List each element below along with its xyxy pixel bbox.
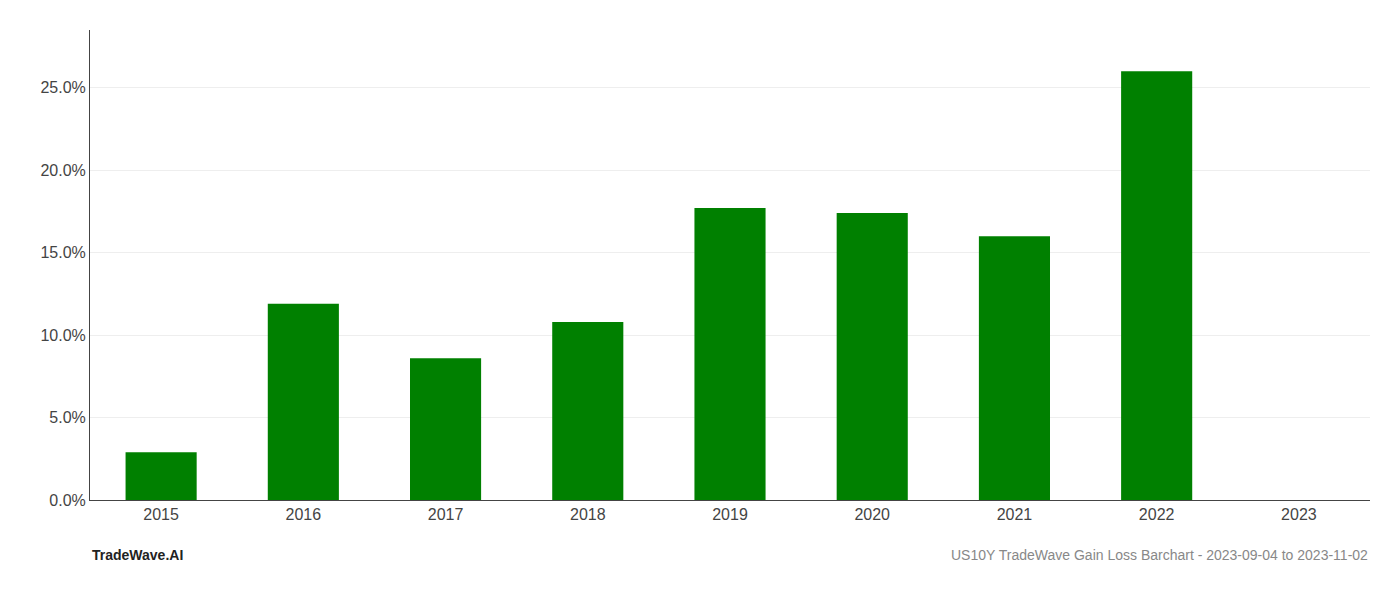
- svg-text:2020: 2020: [854, 506, 890, 523]
- svg-text:10.0%: 10.0%: [40, 327, 85, 344]
- svg-text:2023: 2023: [1281, 506, 1317, 523]
- svg-text:2017: 2017: [428, 506, 464, 523]
- svg-text:2015: 2015: [143, 506, 179, 523]
- svg-text:2019: 2019: [712, 506, 748, 523]
- svg-text:5.0%: 5.0%: [49, 409, 85, 426]
- svg-text:TradeWave.AI: TradeWave.AI: [92, 547, 183, 563]
- svg-text:2022: 2022: [1139, 506, 1175, 523]
- svg-text:20.0%: 20.0%: [40, 162, 85, 179]
- svg-text:2016: 2016: [286, 506, 322, 523]
- svg-text:0.0%: 0.0%: [49, 492, 85, 509]
- svg-text:25.0%: 25.0%: [40, 79, 85, 96]
- svg-text:US10Y TradeWave Gain Loss Barc: US10Y TradeWave Gain Loss Barchart - 202…: [951, 547, 1368, 563]
- svg-text:15.0%: 15.0%: [40, 244, 85, 261]
- svg-text:2021: 2021: [997, 506, 1033, 523]
- svg-text:2018: 2018: [570, 506, 606, 523]
